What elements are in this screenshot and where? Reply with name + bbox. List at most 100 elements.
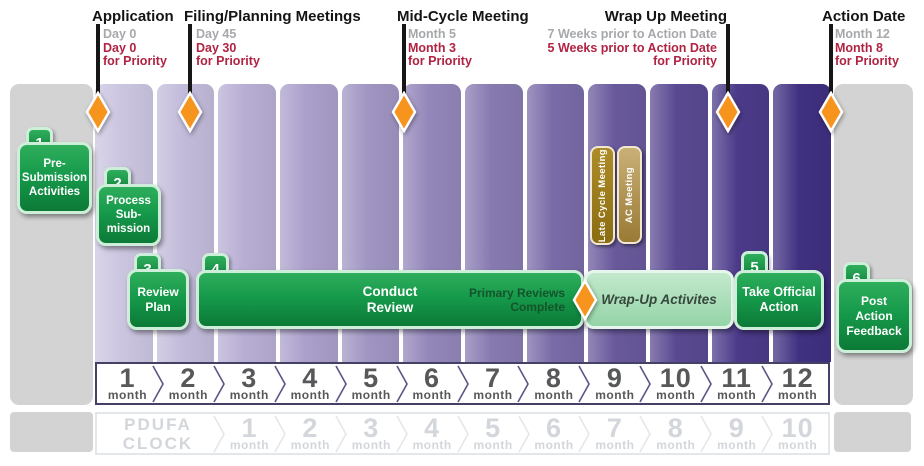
pdufa-clock-band: PDUFA CLOCK 1 month 2 month 3 month 4 month 5 mon…	[95, 412, 830, 455]
priority-suffix: for Priority	[835, 54, 899, 68]
month-cell-8: 8 month	[517, 362, 584, 403]
ac-meeting-tag: AC Meeting	[617, 146, 642, 244]
month-cell-number: 10	[659, 362, 692, 393]
step-5-take-official-action-box: Take Official Action	[734, 270, 824, 330]
month-cell-6: 6 month	[395, 362, 463, 403]
priority-suffix: for Priority	[196, 54, 260, 68]
late-cycle-meeting-label: Late Cycle Meeting	[597, 148, 608, 243]
application-diamond-icon	[85, 91, 111, 133]
priority-suffix: for Priority	[103, 54, 167, 68]
month-cell-number: 6	[424, 362, 441, 393]
wrap-up-activities-bar: Wrap-Up Activites	[584, 270, 734, 329]
action-date-stem	[829, 24, 833, 98]
priority-timing: Month 8	[835, 40, 883, 55]
pdufa-cell-6: 6 month	[517, 412, 585, 453]
pdufa-cell-unit: month	[595, 437, 635, 452]
month-cell-unit: month	[778, 387, 818, 402]
month-cell-unit: month	[473, 387, 513, 402]
milestone-title: Application	[92, 8, 174, 25]
standard-timing: 7 Weeks prior to Action Date	[547, 27, 717, 41]
month-cell-number: 8	[545, 362, 562, 393]
pdufa-cell-10: 10 month	[761, 414, 828, 453]
pdufa-cell-9: 9 month	[700, 412, 767, 453]
post-timeline-gray-column	[834, 84, 913, 405]
standard-timing: Day 0	[103, 27, 137, 41]
milestone-action-date: Action Date Month 12 Month 8 for Priorit…	[822, 8, 905, 69]
milestone-title: Action Date	[822, 8, 906, 25]
pdufa-cell-number: 6	[545, 412, 562, 443]
pdufa-cell-unit: month	[473, 437, 513, 452]
pdufa-cell-number: 8	[667, 412, 684, 443]
priority-suffix: for Priority	[408, 54, 472, 68]
pdufa-cell-unit: month	[229, 437, 270, 452]
month-cell-5: 5 month	[334, 362, 402, 403]
pdufa-cell-number: 9	[728, 412, 745, 443]
step-1-pre-submission-box: Pre- Submission Activities	[17, 142, 92, 214]
month-cell-unit: month	[412, 387, 452, 402]
post-timeline-gray-footer	[834, 412, 911, 452]
month-cell-unit: month	[595, 387, 635, 402]
standard-timing: Day 45	[196, 27, 237, 41]
pdufa-cell-2: 2 month	[274, 414, 341, 453]
month-cell-7: 7 month	[456, 364, 524, 403]
pdufa-cell-unit: month	[290, 437, 330, 452]
month-cell-11: 11 month	[700, 362, 767, 403]
late-cycle-meeting-tag: Late Cycle Meeting	[590, 146, 615, 245]
application-stem	[96, 24, 100, 98]
month-cell-unit: month	[107, 387, 148, 402]
wrap-up-stem	[726, 24, 730, 98]
month-cell-10: 10 month	[639, 362, 706, 403]
ac-meeting-label: AC Meeting	[624, 166, 635, 224]
milestone-title: Wrap Up Meeting	[604, 8, 727, 25]
milestone-wrap-up: Wrap Up Meeting 7 Weeks prior to Action …	[548, 8, 727, 69]
month-cell-number: 4	[302, 362, 319, 393]
priority-timing: 5 Weeks prior to Action Date	[547, 40, 717, 55]
pdufa-cell-8: 8 month	[639, 412, 706, 453]
filing-diamond-icon	[177, 91, 203, 133]
mid-cycle-stem	[402, 24, 406, 98]
month-cell-number: 11	[721, 362, 752, 393]
priority-suffix: for Priority	[653, 54, 717, 68]
primary-reviews-complete-note: Primary Reviews Complete	[468, 285, 565, 314]
pdufa-cell-unit: month	[778, 437, 818, 452]
pdufa-cell-number: 3	[363, 412, 380, 443]
priority-timing: Day 30	[196, 40, 237, 55]
filing-stem	[188, 24, 192, 98]
step-2-process-submission-box: Process Sub- mission	[96, 184, 161, 246]
month-cell-unit: month	[290, 387, 330, 402]
month-cell-unit: month	[229, 387, 269, 402]
pdufa-cell-number: 5	[485, 412, 502, 443]
month-cell-unit: month	[656, 387, 696, 402]
month-cell-number: 9	[606, 362, 623, 393]
action-date-diamond-icon	[818, 91, 844, 133]
mid-cycle-diamond-icon	[391, 91, 417, 133]
month-cell-9: 9 month	[578, 362, 645, 403]
month-cell-unit: month	[168, 387, 208, 402]
priority-timing: Day 0	[103, 40, 137, 55]
month-cell-2: 2 month	[152, 362, 219, 403]
pdufa-cell-7: 7 month	[578, 414, 645, 453]
wrap-up-diamond-icon	[715, 91, 741, 133]
month-cell-4: 4 month	[274, 362, 341, 403]
milestone-application: Application Day 0 Day 0 for Priority	[92, 8, 174, 69]
primary-reviews-complete-diamond-icon	[572, 279, 598, 321]
pdufa-cell-unit: month	[656, 437, 696, 452]
month-axis-band: 1 month 2 month 3 month 4 month 5 month 6 month 7 mon…	[95, 362, 830, 405]
pdufa-cell-4: 4 month	[396, 414, 463, 453]
pdufa-cell-5: 5 month	[456, 412, 524, 453]
step-3-review-plan-box: Review Plan	[127, 269, 189, 330]
pdufa-cell-1: 1 month	[213, 414, 280, 453]
month-cell-number: 2	[180, 362, 197, 393]
conduct-review-label: Conduct Review	[362, 283, 418, 315]
month-cell-unit: month	[534, 387, 574, 402]
month-cell-1: 1 month	[97, 364, 158, 403]
month-cell-number: 5	[363, 362, 380, 393]
milestone-mid-cycle: Mid-Cycle Meeting Month 5 Month 3 for Pr…	[397, 8, 529, 69]
pdufa-cell-unit: month	[351, 437, 391, 452]
month-cell-number: 3	[241, 362, 258, 393]
month-cell-unit: month	[351, 387, 391, 402]
month-cell-unit: month	[717, 387, 757, 402]
pdufa-clock-label: PDUFA CLOCK	[122, 414, 194, 453]
milestone-filing: Filing/Planning Meetings Day 45 Day 30 f…	[184, 8, 361, 69]
milestone-title: Mid-Cycle Meeting	[397, 8, 529, 25]
